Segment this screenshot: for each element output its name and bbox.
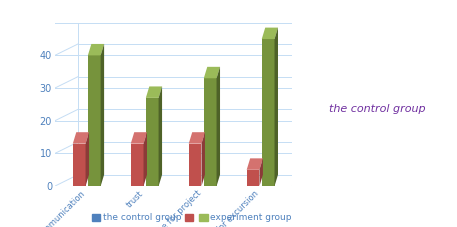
Polygon shape bbox=[202, 132, 205, 186]
Polygon shape bbox=[217, 67, 220, 186]
Polygon shape bbox=[146, 98, 159, 186]
Polygon shape bbox=[275, 28, 278, 186]
Polygon shape bbox=[143, 132, 147, 186]
Polygon shape bbox=[131, 132, 147, 144]
Text: the control group: the control group bbox=[329, 104, 425, 114]
Polygon shape bbox=[101, 44, 104, 186]
Polygon shape bbox=[204, 78, 217, 186]
Polygon shape bbox=[85, 132, 89, 186]
Polygon shape bbox=[73, 144, 85, 186]
Polygon shape bbox=[88, 44, 104, 55]
Polygon shape bbox=[189, 144, 202, 186]
Polygon shape bbox=[189, 132, 205, 144]
Polygon shape bbox=[73, 132, 89, 144]
Polygon shape bbox=[260, 158, 263, 186]
Polygon shape bbox=[262, 39, 275, 186]
Polygon shape bbox=[262, 28, 278, 39]
Polygon shape bbox=[131, 144, 143, 186]
Polygon shape bbox=[204, 67, 220, 78]
Polygon shape bbox=[159, 86, 162, 186]
Polygon shape bbox=[88, 55, 101, 186]
Polygon shape bbox=[247, 170, 260, 186]
Polygon shape bbox=[247, 158, 263, 170]
Legend: the control group, , experiment group: the control group, , experiment group bbox=[92, 213, 292, 222]
Polygon shape bbox=[146, 86, 162, 98]
